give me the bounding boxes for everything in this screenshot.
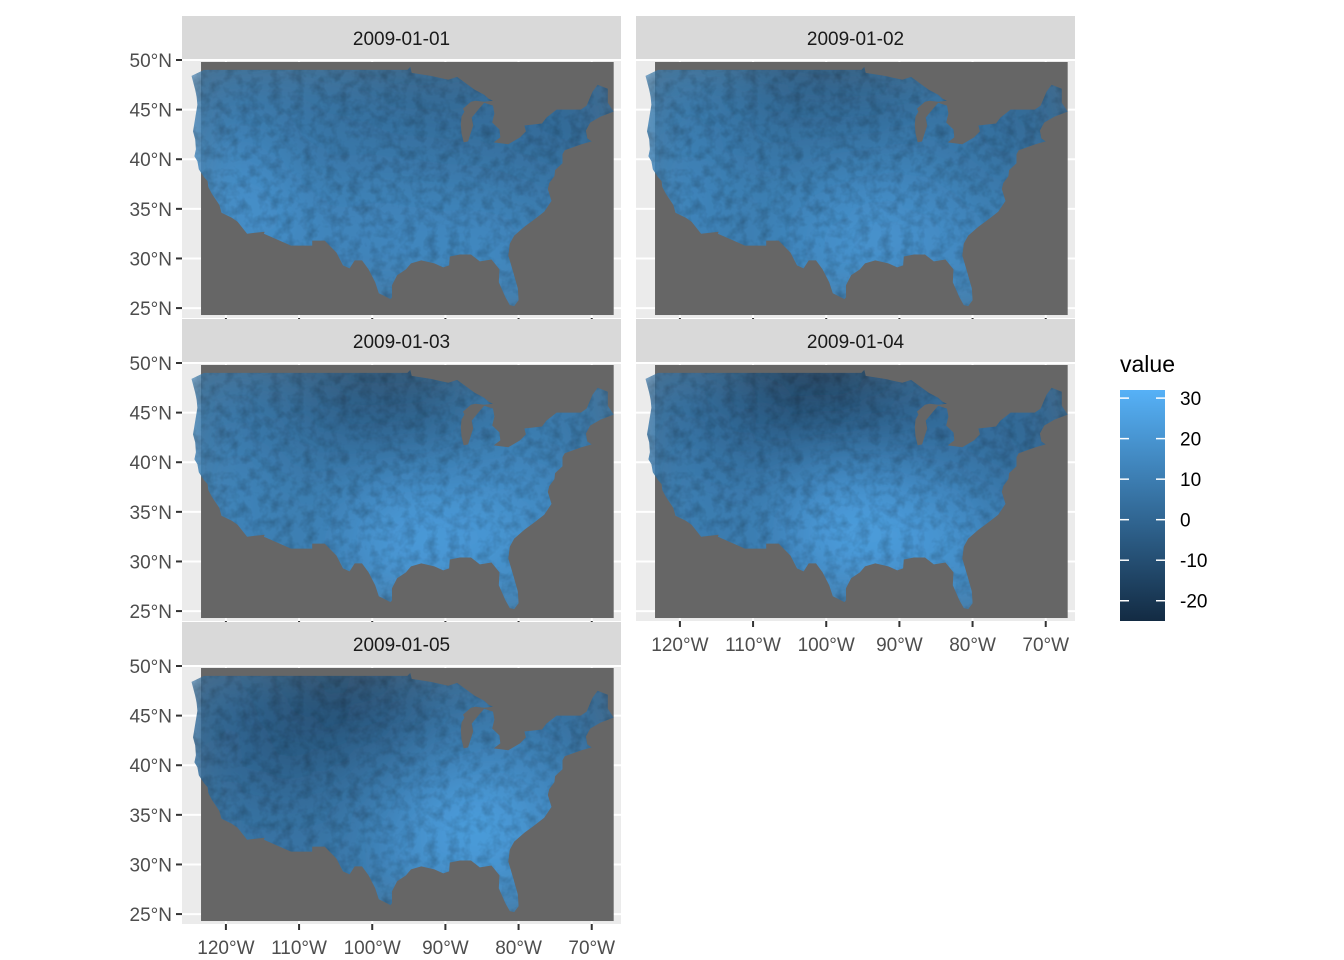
- x-tick-label: 120°W: [197, 938, 254, 959]
- legend-ticks: 30 20 10 0 -10 -20: [1120, 389, 1207, 613]
- y-tick-label: 50°N: [130, 51, 172, 72]
- legend-tick-label: 0: [1180, 511, 1191, 532]
- facet-strip: [182, 319, 621, 363]
- x-tick-label: 80°W: [495, 938, 542, 959]
- legend-colorbar: [1120, 390, 1165, 621]
- y-tick-label: 40°N: [130, 150, 172, 171]
- x-tick-label: 100°W: [798, 635, 855, 656]
- y-tick-label: 30°N: [130, 552, 172, 573]
- facet-strip: [636, 319, 1075, 363]
- facet-strip-label: 2009-01-04: [807, 332, 905, 353]
- y-tick-label: 35°N: [130, 806, 172, 827]
- y-tick-label: 35°N: [130, 503, 172, 524]
- y-tick-label: 40°N: [130, 453, 172, 474]
- colorbar-legend: value 30 20 10 0 -10 -20: [1120, 351, 1207, 621]
- y-tick-label: 45°N: [130, 404, 172, 425]
- y-tick-label: 40°N: [130, 756, 172, 777]
- facet-strip-label: 2009-01-01: [353, 29, 450, 50]
- legend-tick-label: 30: [1180, 389, 1201, 410]
- y-tick-label: 45°N: [130, 101, 172, 122]
- facet-panel: [182, 665, 621, 924]
- facet-strip: [182, 16, 621, 60]
- y-tick-label: 25°N: [130, 299, 172, 320]
- x-tick-label: 90°W: [876, 635, 923, 656]
- x-tick-label: 120°W: [651, 635, 708, 656]
- x-tick-label: 70°W: [568, 938, 615, 959]
- y-tick-label: 30°N: [130, 855, 172, 876]
- y-tick-label: 50°N: [130, 354, 172, 375]
- facet-panel: [182, 59, 621, 318]
- x-tick-label: 110°W: [725, 635, 781, 656]
- facet-panel: [636, 59, 1075, 318]
- legend-tick-label: 10: [1180, 470, 1201, 491]
- legend-tick-label: -10: [1180, 551, 1207, 572]
- facet-strip: [182, 622, 621, 666]
- facet-panel: [636, 362, 1075, 621]
- y-tick-label: 35°N: [130, 200, 172, 221]
- x-tick-label: 110°W: [271, 938, 327, 959]
- facet-panels: 2009-01-01 25°N 30°N 35°N 40°N 45°N 50°N 2009-0…: [130, 16, 1075, 959]
- x-tick-label: 90°W: [422, 938, 469, 959]
- y-tick-label: 45°N: [130, 707, 172, 728]
- y-tick-label: 25°N: [130, 602, 172, 623]
- facet-panel: [182, 362, 621, 621]
- y-tick-label: 30°N: [130, 249, 172, 270]
- facet-strip-label: 2009-01-02: [807, 29, 904, 50]
- legend-tick-label: -20: [1180, 592, 1207, 613]
- y-tick-label: 50°N: [130, 657, 172, 678]
- facet-strip-label: 2009-01-03: [353, 332, 450, 353]
- legend-title: value: [1120, 351, 1175, 377]
- x-tick-label: 80°W: [949, 635, 996, 656]
- x-tick-label: 100°W: [344, 938, 401, 959]
- legend-tick-label: 20: [1180, 430, 1201, 451]
- facet-strip: [636, 16, 1075, 60]
- x-tick-label: 70°W: [1022, 635, 1069, 656]
- y-tick-label: 25°N: [130, 905, 172, 926]
- facet-strip-label: 2009-01-05: [353, 635, 450, 656]
